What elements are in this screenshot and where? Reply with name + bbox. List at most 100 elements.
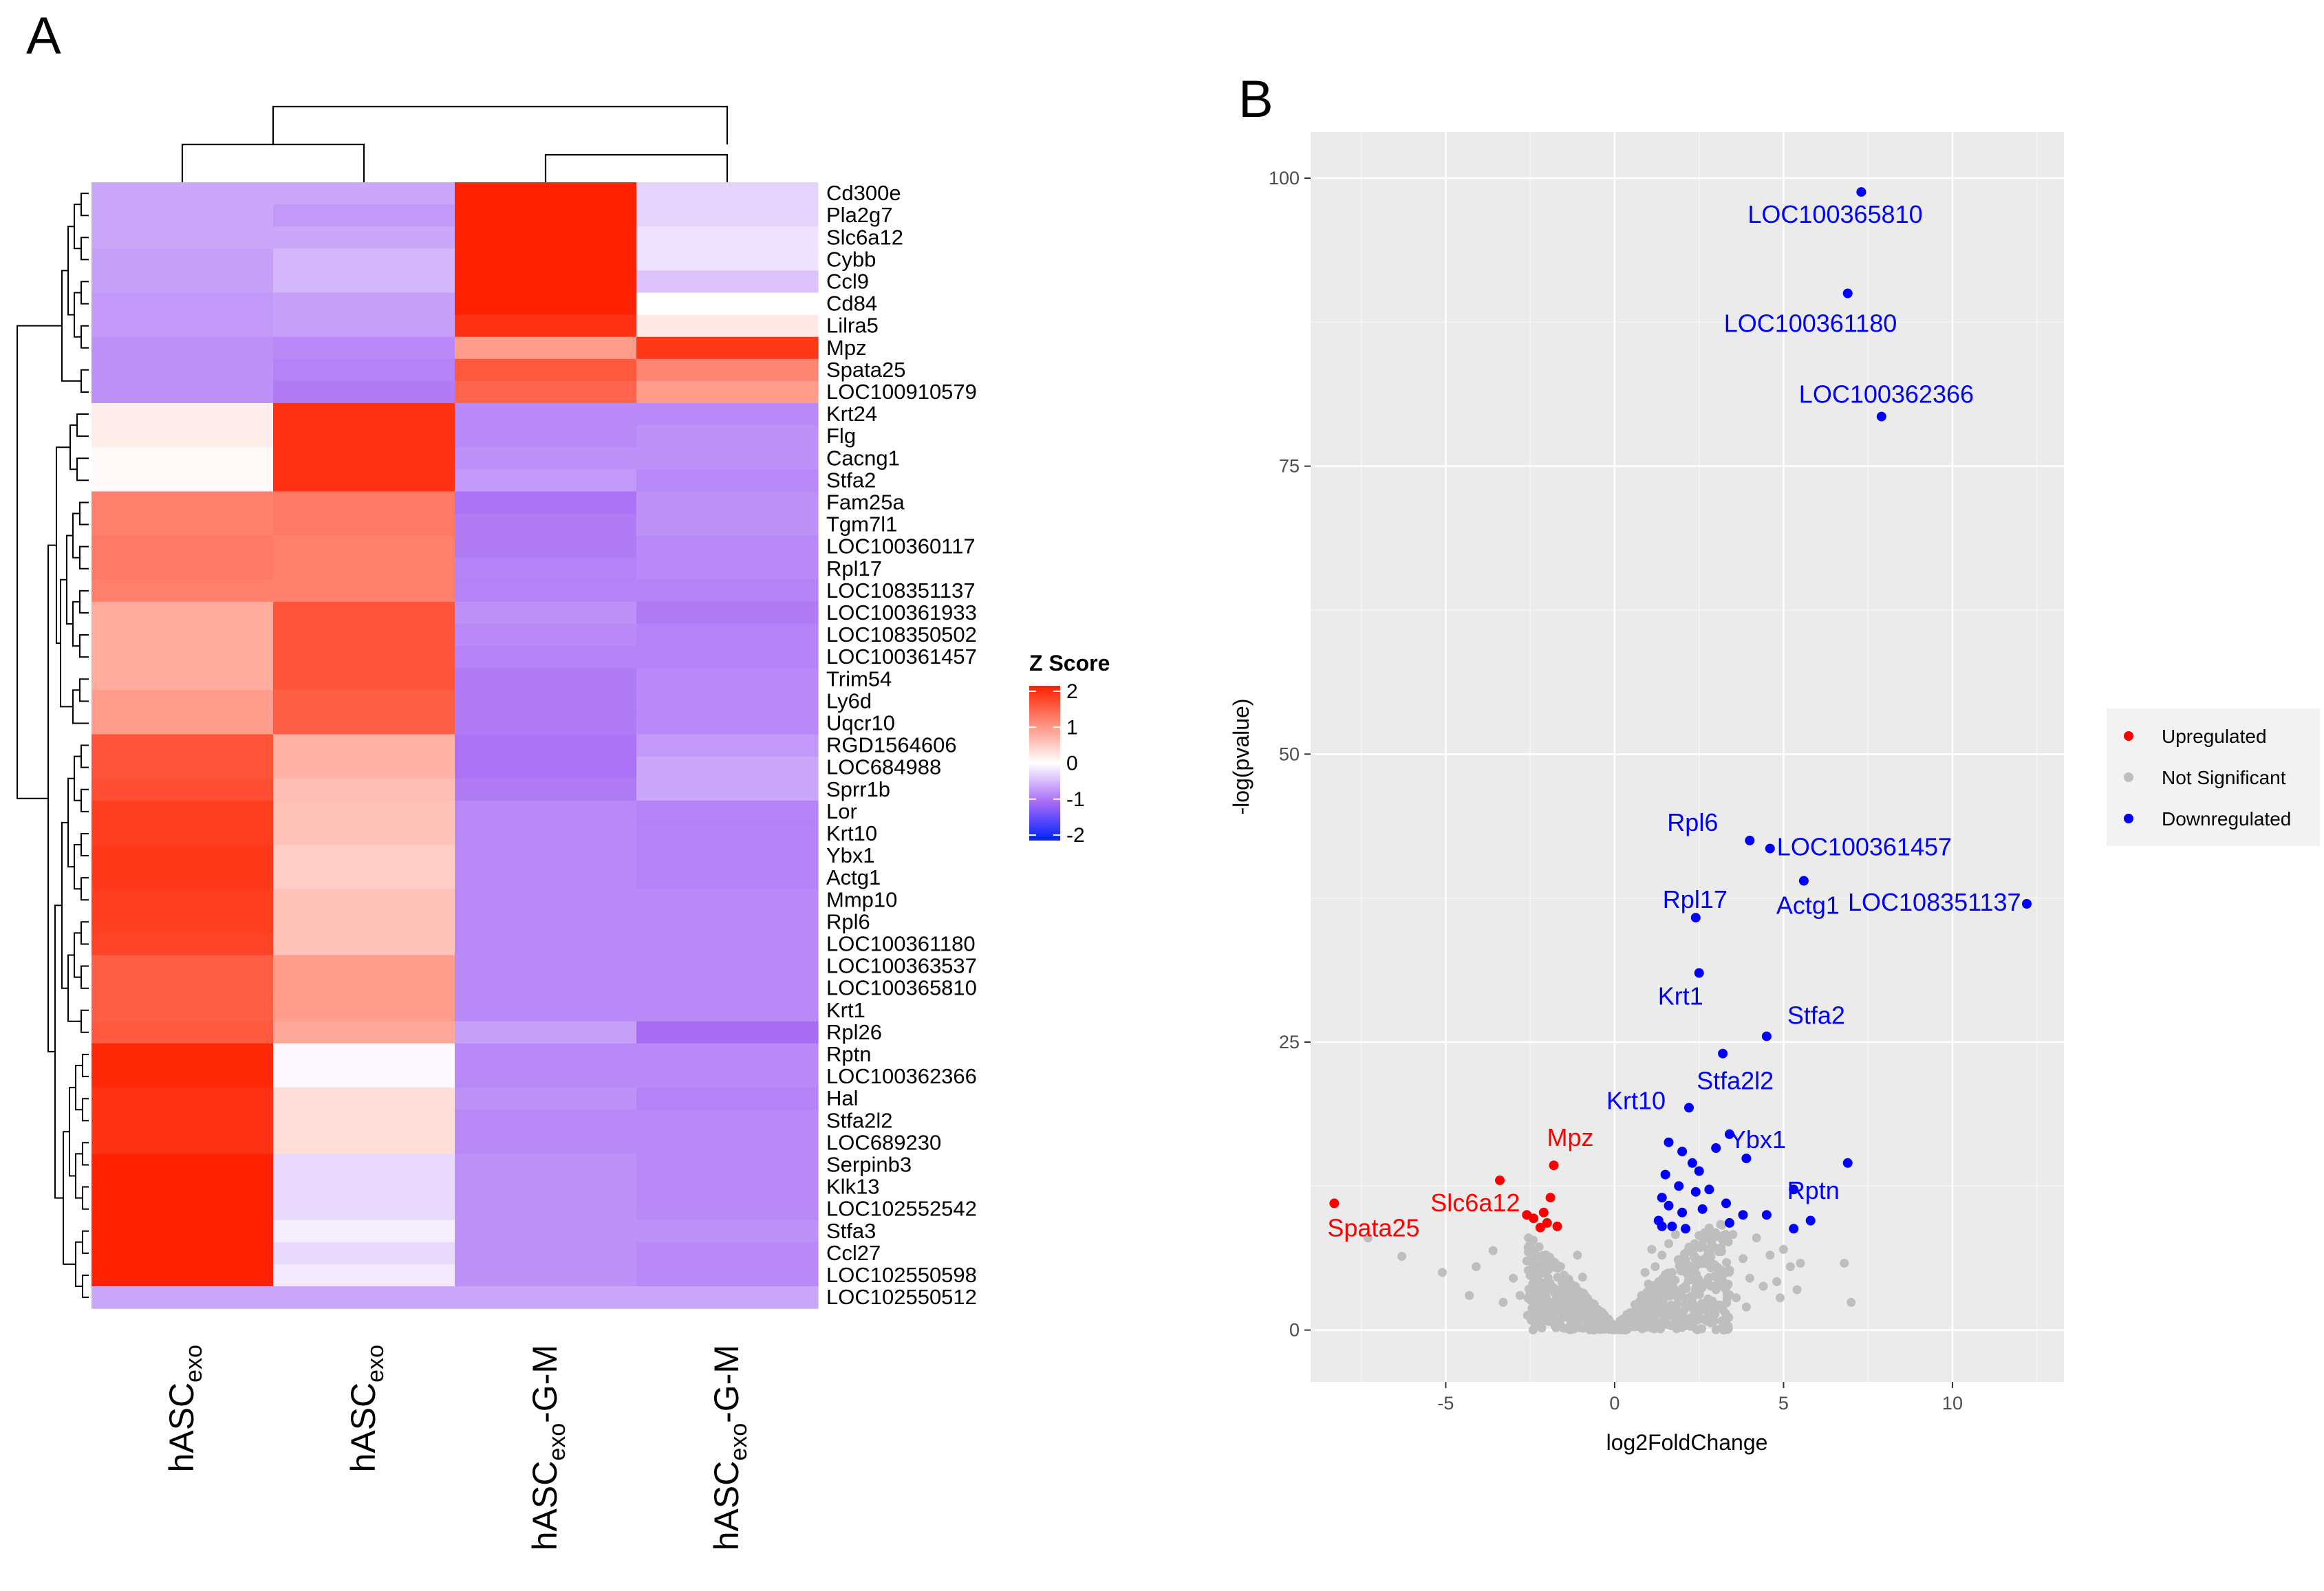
heatmap-cell [92,270,274,294]
ns-point [1717,1220,1727,1230]
heatmap-cell [92,955,274,978]
heatmap-cell [273,646,455,669]
heatmap-cell [92,579,274,603]
ns-point [1553,1287,1562,1297]
ns-point [1557,1277,1567,1287]
heatmap-cell [273,1242,455,1265]
ns-point [1498,1297,1508,1307]
ns-point [1765,1251,1775,1260]
heatmap-cell [636,999,819,1022]
row-label: Uqcr10 [826,711,895,735]
ns-point [1537,1309,1547,1319]
heatmap-cell [455,712,637,735]
heatmap-cell [455,911,637,933]
ns-point [1543,1264,1553,1273]
heatmap-cell [636,380,819,404]
heatmap-cell [636,646,819,669]
dendrogram-branch [74,204,81,250]
row-label: Ybx1 [826,843,875,867]
downregulated-point [1657,1221,1667,1231]
heatmap-cell [92,314,274,338]
heatmap-cell [636,358,819,382]
downregulated-point [1741,1154,1752,1164]
heatmap-cell [273,624,455,647]
heatmap-cell [636,469,819,492]
downregulated-point [1667,1221,1677,1231]
downregulated-point [1761,1031,1772,1041]
ns-point [1573,1251,1582,1260]
heatmap-cell [636,513,819,537]
downregulated-point [1687,1158,1697,1168]
heatmap-cell [636,911,819,933]
ns-point [1713,1281,1723,1290]
downregulated-point [1724,1217,1734,1228]
colorbar-tick-label: 2 [1066,680,1078,703]
ns-point [1668,1282,1678,1292]
heatmap-cell [455,557,637,581]
heatmap-cell [92,204,274,227]
heatmap-cell [92,403,274,426]
heatmap-cell [273,1132,455,1154]
legend-label: Upregulated [2162,726,2267,747]
heatmap-cell [636,977,819,1000]
heatmap-cell [455,1132,637,1154]
dendrogram-branch [69,1087,76,1177]
heatmap-cells [92,182,819,1309]
x-tick-label: 5 [1778,1393,1789,1414]
heatmap-cell [273,270,455,294]
row-label: Hal [826,1086,859,1110]
downregulated-point [1842,1158,1853,1168]
ns-point [1690,1276,1699,1286]
heatmap-cell [455,380,637,404]
row-label: LOC100362366 [826,1064,977,1088]
heatmap-cell [273,911,455,933]
ns-point [1706,1263,1716,1273]
point-label: Actg1 [1776,891,1840,920]
downregulated-point [1745,835,1755,845]
dendrogram-branch [79,678,89,702]
heatmap-cell [455,447,637,470]
ns-point [1673,1317,1683,1327]
heatmap-cell [92,1132,274,1154]
heatmap-cell [455,1087,637,1110]
heatmap-cell [455,403,637,426]
heatmap-cell [636,491,819,515]
ns-point [1559,1270,1569,1280]
dendrogram-branch [80,1009,89,1033]
ns-point [1575,1304,1584,1314]
heatmap-cell [92,1065,274,1088]
legend-marker [2124,731,2133,741]
heatmap-cell [455,513,637,537]
row-label: Spata25 [826,358,906,382]
dendrogram-branch [17,325,62,799]
column-label: hASCexo [162,1345,207,1472]
row-label: RGD1564606 [826,733,957,757]
heatmap-cell [455,358,637,382]
ns-point [1595,1325,1604,1334]
dendrogram-branch [76,413,89,437]
heatmap-cell [92,380,274,404]
heatmap-cell [92,491,274,515]
row-label: Pla2g7 [826,203,893,227]
heatmap-cell [92,1154,274,1177]
point-label: LOC100362366 [1799,380,1974,409]
dendrogram-branch [66,534,73,625]
dendrogram-branch [56,446,70,645]
ns-point [1717,1247,1726,1256]
ns-point [1661,1292,1670,1302]
dendrogram-branch [75,1241,83,1287]
heatmap-cell [273,867,455,889]
heatmap-cell [455,845,637,867]
ns-point [1707,1237,1717,1246]
y-tick-label: 100 [1269,168,1300,188]
heatmap-cell [273,1043,455,1066]
ns-point [1472,1262,1481,1271]
ns-point [1670,1275,1680,1285]
x-tick-label: 10 [1942,1393,1963,1414]
downregulated-point [1674,1181,1684,1191]
downregulated-point [1697,1204,1708,1214]
heatmap-cell [273,690,455,713]
downregulated-point [1694,968,1704,978]
heatmap-cell [92,336,274,360]
heatmap-cell [455,1242,637,1265]
